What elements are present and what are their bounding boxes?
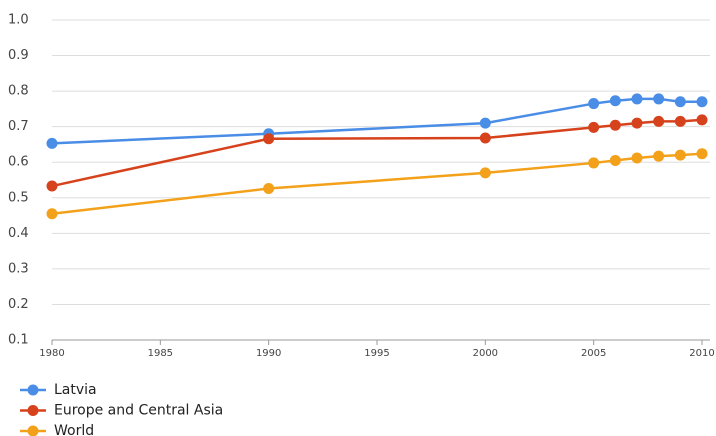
series-line bbox=[51, 97, 702, 145]
data-point bbox=[479, 117, 491, 129]
y-tick-label: 0.7 bbox=[8, 119, 29, 134]
x-tick-label: 2005 bbox=[581, 348, 606, 359]
x-tick-label: 2000 bbox=[473, 348, 498, 359]
y-tick-label: 0.1 bbox=[8, 333, 29, 348]
x-tick-label: 1995 bbox=[364, 348, 389, 359]
data-point bbox=[479, 132, 491, 144]
y-tick-label: 0.9 bbox=[8, 48, 29, 63]
y-tick-label: 0.4 bbox=[8, 226, 29, 241]
data-point bbox=[631, 152, 643, 164]
data-point bbox=[609, 154, 621, 166]
data-point bbox=[696, 114, 708, 126]
data-point bbox=[631, 117, 643, 129]
data-point bbox=[263, 133, 275, 145]
data-point bbox=[653, 150, 665, 162]
series-line bbox=[51, 118, 703, 188]
y-tick-label: 0.5 bbox=[8, 190, 29, 205]
data-point bbox=[674, 115, 686, 127]
data-point bbox=[609, 119, 621, 131]
data-point bbox=[653, 115, 665, 127]
data-point bbox=[696, 148, 708, 160]
data-point bbox=[674, 149, 686, 161]
data-point bbox=[46, 208, 58, 220]
legend-label: World bbox=[54, 423, 94, 436]
x-tick-label: 1990 bbox=[256, 348, 281, 359]
legend-label: Latvia bbox=[54, 382, 97, 398]
data-point bbox=[674, 96, 686, 108]
data-point bbox=[46, 180, 58, 192]
x-tick-label: 2010 bbox=[689, 348, 714, 359]
x-tick-label: 1985 bbox=[148, 348, 173, 359]
legend-marker bbox=[27, 405, 39, 416]
data-point bbox=[609, 95, 621, 107]
y-tick-label: 0.3 bbox=[8, 261, 29, 276]
data-point bbox=[653, 93, 665, 105]
data-point bbox=[588, 121, 600, 133]
legend-marker bbox=[27, 384, 39, 396]
y-tick-label: 0.6 bbox=[8, 155, 29, 170]
y-tick-label: 0.8 bbox=[8, 84, 29, 99]
data-point bbox=[631, 93, 643, 105]
data-point bbox=[479, 167, 491, 179]
y-tick-label: 0.2 bbox=[8, 297, 29, 312]
legend-marker bbox=[27, 425, 39, 436]
data-point bbox=[46, 137, 58, 149]
data-point bbox=[588, 98, 600, 110]
legend-label: Europe and Central Asia bbox=[54, 403, 223, 419]
x-tick-label: 1980 bbox=[39, 348, 64, 359]
data-point bbox=[588, 157, 600, 169]
data-point bbox=[263, 183, 275, 195]
y-tick-label: 1.0 bbox=[8, 13, 29, 28]
data-point bbox=[696, 96, 708, 108]
